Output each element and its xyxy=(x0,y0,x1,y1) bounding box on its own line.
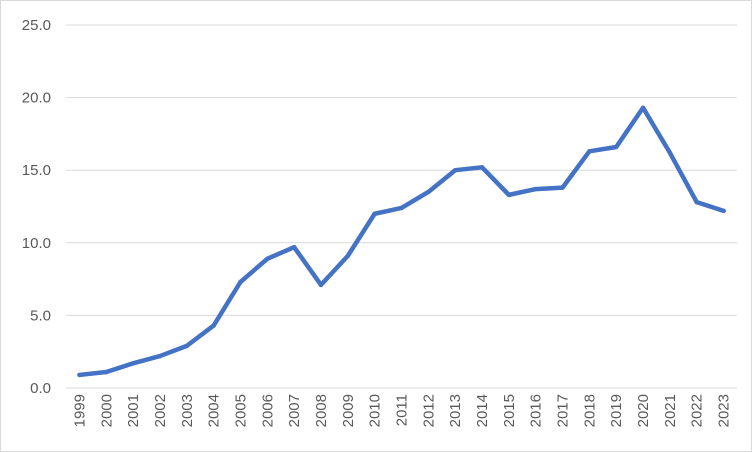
x-tick-label: 1999 xyxy=(71,394,88,427)
x-tick-label: 2006 xyxy=(259,394,276,427)
y-tick-label: 25.0 xyxy=(22,17,51,34)
x-tick-label: 2022 xyxy=(689,394,706,427)
data-point xyxy=(426,189,431,195)
x-tick-label: 2000 xyxy=(98,394,115,427)
x-tick-label: 2008 xyxy=(313,394,330,427)
y-tick-label: 10.0 xyxy=(22,235,51,252)
x-tick-label: 2002 xyxy=(152,394,169,427)
data-point xyxy=(77,372,82,378)
data-point xyxy=(694,199,699,205)
x-tick-label: 2021 xyxy=(662,394,679,427)
x-axis-ticks: 1999 2000 2001 2002 2003 2004 2005 2006 2007 2008… xyxy=(71,394,732,427)
x-tick-label: 2018 xyxy=(581,394,598,427)
data-point xyxy=(452,168,458,173)
y-tick-label: 0.0 xyxy=(30,380,51,397)
data-point xyxy=(157,353,163,359)
x-tick-label: 2007 xyxy=(286,394,303,427)
data-point xyxy=(372,211,377,216)
x-tick-label: 2019 xyxy=(608,394,625,427)
x-tick-label: 2020 xyxy=(635,394,652,427)
x-tick-label: 2014 xyxy=(474,394,491,427)
y-tick-label: 5.0 xyxy=(30,307,51,324)
data-point xyxy=(533,186,538,192)
data-point xyxy=(318,282,324,288)
x-tick-label: 2001 xyxy=(125,394,142,427)
x-tick-label: 2023 xyxy=(716,394,733,427)
x-tick-label: 2015 xyxy=(501,394,518,427)
x-tick-label: 2005 xyxy=(232,394,249,427)
data-point xyxy=(587,149,592,154)
x-tick-label: 2011 xyxy=(394,394,411,426)
data-point xyxy=(130,361,136,366)
data-point xyxy=(104,369,109,375)
data-point xyxy=(614,144,619,150)
x-tick-label: 2017 xyxy=(555,394,572,427)
x-tick-label: 2012 xyxy=(420,394,437,427)
y-tick-label: 15.0 xyxy=(22,162,51,179)
data-point xyxy=(184,343,189,349)
x-tick-label: 2016 xyxy=(528,394,545,427)
y-tick-label: 20.0 xyxy=(22,90,51,107)
data-point xyxy=(265,256,270,261)
x-tick-label: 2009 xyxy=(340,394,357,427)
data-point xyxy=(560,185,565,190)
gridlines xyxy=(66,24,737,389)
data-point xyxy=(667,150,673,155)
series-group xyxy=(77,105,726,378)
series-line xyxy=(77,105,726,378)
data-point xyxy=(238,279,243,285)
data-point xyxy=(721,208,726,214)
x-tick-label: 2010 xyxy=(367,394,384,427)
data-point xyxy=(211,323,216,328)
x-tick-label: 2004 xyxy=(206,394,223,427)
data-point xyxy=(399,205,404,211)
x-tick-label: 2003 xyxy=(179,394,196,427)
data-point xyxy=(345,253,351,259)
data-point xyxy=(479,165,485,170)
data-point xyxy=(506,192,512,198)
data-point xyxy=(640,105,646,110)
data-point xyxy=(291,244,297,250)
y-axis-ticks: 0.0 5.0 10.0 15.0 20.0 25.0 xyxy=(22,17,51,397)
x-tick-label: 2013 xyxy=(447,394,464,427)
